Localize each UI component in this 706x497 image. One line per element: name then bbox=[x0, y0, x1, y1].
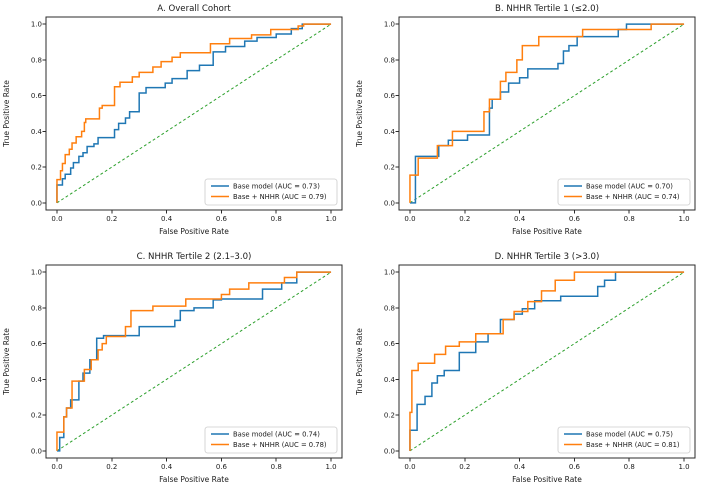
y-axis-label: True Positive Rate bbox=[355, 328, 364, 396]
roc-curve-base-model bbox=[56, 23, 332, 203]
legend-entry-label: Base + NHHR (AUC = 0.81) bbox=[586, 441, 680, 449]
y-tick-label: 0.6 bbox=[31, 92, 43, 100]
legend-box bbox=[557, 178, 691, 206]
y-tick-label: 0.4 bbox=[31, 128, 43, 136]
x-tick-label: 0.6 bbox=[569, 215, 581, 223]
panel-c-nhhr-tertile-2: C. NHHR Tertile 2 (2.1–3.0) 0.0 0.0 0.2 0.2 0… bbox=[0, 248, 353, 497]
y-tick-label: 0.2 bbox=[384, 412, 395, 420]
panel-b-chart: B. NHHR Tertile 1 (≤2.0) 0.0 0.0 0.2 0.2 0.4 0… bbox=[355, 4, 696, 236]
y-tick-label: 0.4 bbox=[384, 128, 396, 136]
y-tick-label: 1.0 bbox=[384, 269, 395, 277]
y-tick-label: 0.2 bbox=[384, 164, 395, 172]
x-axis-label: False Positive Rate bbox=[512, 227, 582, 236]
x-tick-label: 0.8 bbox=[624, 215, 635, 223]
y-tick-label: 0.8 bbox=[31, 56, 42, 64]
y-axis-label: True Positive Rate bbox=[2, 328, 11, 396]
panel-title: C. NHHR Tertile 2 (2.1–3.0) bbox=[137, 252, 252, 262]
x-tick-label: 1.0 bbox=[325, 463, 336, 471]
x-tick-label: 0.0 bbox=[51, 215, 62, 223]
legend: Base model (AUC = 0.73) Base + NHHR (AUC … bbox=[204, 178, 338, 206]
roc-curve-base-model bbox=[409, 23, 685, 204]
x-tick-label: 0.8 bbox=[271, 215, 282, 223]
y-tick-label: 0.0 bbox=[31, 447, 42, 455]
axes-spine bbox=[45, 16, 343, 211]
y-tick-label: 1.0 bbox=[31, 21, 42, 29]
y-axis-label: True Positive Rate bbox=[2, 80, 11, 148]
y-tick-label: 0.8 bbox=[31, 304, 42, 312]
chance-diagonal-line bbox=[409, 23, 685, 204]
legend-box bbox=[204, 426, 338, 454]
panel-a-overall-cohort: A. Overall Cohort 0.0 0.0 0.2 0.2 0.4 0.4 0.6 0.… bbox=[0, 0, 353, 248]
x-tick-label: 0.0 bbox=[404, 463, 415, 471]
x-tick-label: 0.6 bbox=[569, 463, 581, 471]
y-tick-label: 0.2 bbox=[31, 412, 42, 420]
y-tick-label: 0.8 bbox=[384, 56, 395, 64]
panel-a-chart: A. Overall Cohort 0.0 0.0 0.2 0.2 0.4 0.4 0.6 0.… bbox=[2, 4, 343, 236]
x-tick-label: 0.2 bbox=[106, 215, 117, 223]
x-tick-label: 0.0 bbox=[51, 463, 62, 471]
x-tick-label: 0.2 bbox=[459, 463, 470, 471]
y-tick-label: 1.0 bbox=[384, 21, 395, 29]
y-tick-label: 0.2 bbox=[31, 164, 42, 172]
x-tick-label: 0.8 bbox=[624, 463, 635, 471]
legend: Base model (AUC = 0.74) Base + NHHR (AUC … bbox=[204, 426, 338, 454]
x-tick-label: 0.6 bbox=[216, 215, 228, 223]
y-tick-label: 0.8 bbox=[384, 304, 395, 312]
roc-curve-base-nhhr bbox=[409, 271, 685, 451]
x-tick-label: 0.0 bbox=[404, 215, 415, 223]
x-tick-label: 0.2 bbox=[106, 463, 117, 471]
y-tick-label: 0.6 bbox=[384, 92, 396, 100]
x-tick-label: 0.4 bbox=[161, 215, 173, 223]
panel-d-nhhr-tertile-3: D. NHHR Tertile 3 (>3.0) 0.0 0.0 0.2 0.2 0.4 0… bbox=[353, 248, 706, 497]
panel-d-chart: D. NHHR Tertile 3 (>3.0) 0.0 0.0 0.2 0.2 0.4 0… bbox=[355, 252, 696, 484]
x-tick-label: 0.4 bbox=[514, 463, 526, 471]
x-tick-label: 0.4 bbox=[161, 463, 173, 471]
panel-b-nhhr-tertile-1: B. NHHR Tertile 1 (≤2.0) 0.0 0.0 0.2 0.2 0.4 0… bbox=[353, 0, 706, 248]
panel-title: B. NHHR Tertile 1 (≤2.0) bbox=[495, 4, 599, 14]
legend-entry-label: Base + NHHR (AUC = 0.79) bbox=[233, 193, 327, 201]
panel-c-chart: C. NHHR Tertile 2 (2.1–3.0) 0.0 0.0 0.2 0.2 0… bbox=[2, 252, 343, 484]
x-tick-label: 0.2 bbox=[459, 215, 470, 223]
y-tick-label: 0.6 bbox=[31, 340, 43, 348]
y-tick-label: 0.0 bbox=[384, 447, 395, 455]
chance-diagonal-line bbox=[56, 23, 332, 204]
axes-spine bbox=[45, 264, 343, 459]
chance-diagonal-line bbox=[409, 271, 685, 452]
legend: Base model (AUC = 0.70) Base + NHHR (AUC … bbox=[557, 178, 691, 206]
x-tick-label: 0.8 bbox=[271, 463, 282, 471]
y-tick-label: 1.0 bbox=[31, 269, 42, 277]
legend-entry-label: Base + NHHR (AUC = 0.78) bbox=[233, 441, 327, 449]
x-tick-label: 1.0 bbox=[678, 463, 689, 471]
legend-entry-label: Base model (AUC = 0.75) bbox=[586, 430, 673, 438]
axes-spine bbox=[398, 16, 696, 211]
legend-entry-label: Base model (AUC = 0.74) bbox=[233, 430, 320, 438]
x-axis-label: False Positive Rate bbox=[159, 475, 229, 484]
legend-box bbox=[204, 178, 338, 206]
x-tick-label: 1.0 bbox=[678, 215, 689, 223]
roc-curve-base-nhhr bbox=[56, 271, 332, 451]
legend-entry-label: Base model (AUC = 0.70) bbox=[586, 182, 673, 190]
x-axis-label: False Positive Rate bbox=[512, 475, 582, 484]
y-axis-label: True Positive Rate bbox=[355, 80, 364, 148]
panel-title: A. Overall Cohort bbox=[157, 4, 231, 14]
y-tick-label: 0.0 bbox=[384, 199, 395, 207]
roc-curve-base-nhhr bbox=[409, 23, 685, 203]
chance-diagonal-line bbox=[56, 271, 332, 452]
roc-curve-base-nhhr bbox=[56, 23, 332, 203]
legend: Base model (AUC = 0.75) Base + NHHR (AUC … bbox=[557, 426, 691, 454]
y-tick-label: 0.4 bbox=[31, 376, 43, 384]
x-tick-label: 0.6 bbox=[216, 463, 228, 471]
y-tick-label: 0.4 bbox=[384, 376, 396, 384]
legend-box bbox=[557, 426, 691, 454]
panel-title: D. NHHR Tertile 3 (>3.0) bbox=[495, 252, 600, 262]
x-axis-label: False Positive Rate bbox=[159, 227, 229, 236]
x-tick-label: 1.0 bbox=[325, 215, 336, 223]
x-tick-label: 0.4 bbox=[514, 215, 526, 223]
legend-entry-label: Base model (AUC = 0.73) bbox=[233, 182, 320, 190]
legend-entry-label: Base + NHHR (AUC = 0.74) bbox=[586, 193, 680, 201]
y-tick-label: 0.6 bbox=[384, 340, 396, 348]
axes-spine bbox=[398, 264, 696, 459]
y-tick-label: 0.0 bbox=[31, 199, 42, 207]
